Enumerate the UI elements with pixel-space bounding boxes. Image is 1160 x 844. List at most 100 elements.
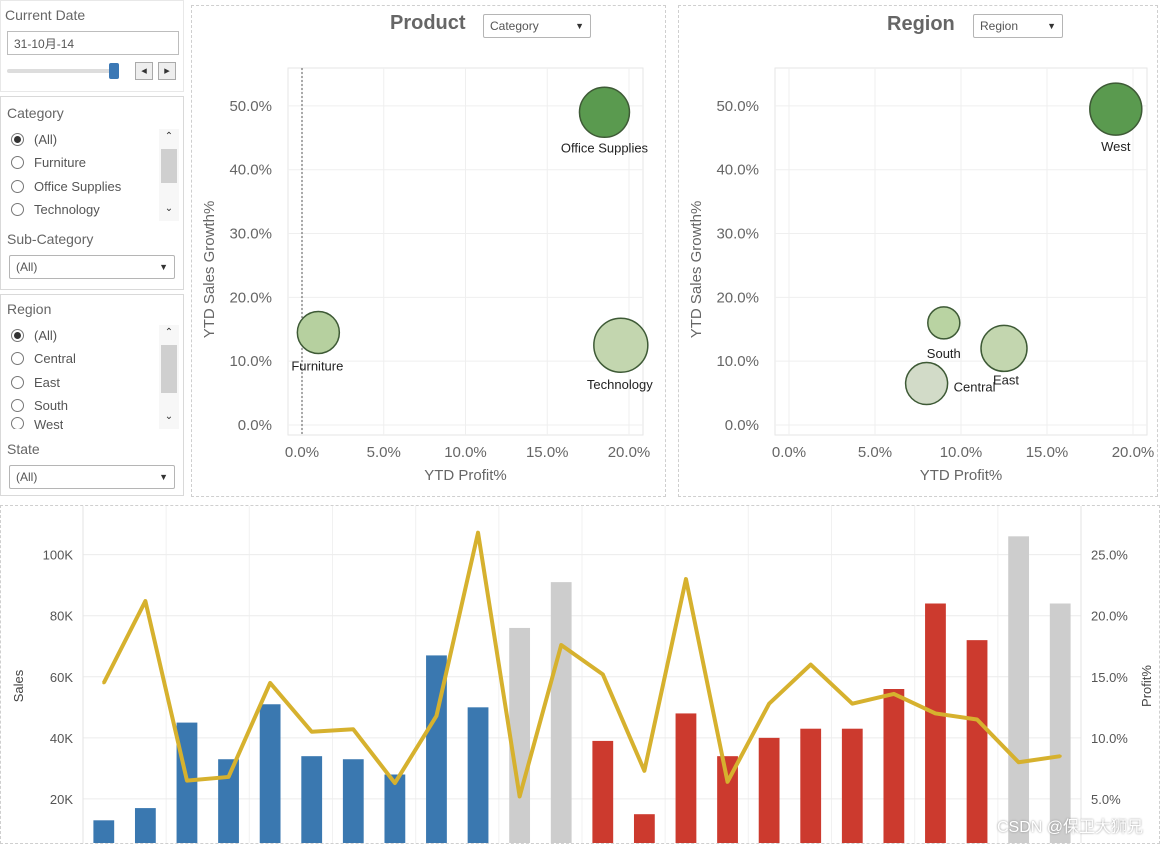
chevron-up-icon[interactable]: ⌃ — [164, 131, 174, 142]
sales-bar — [301, 756, 323, 843]
bubble-label: Technology — [587, 377, 653, 392]
option-label: (All) — [34, 327, 58, 343]
profit-point — [850, 702, 854, 706]
sales-bar — [717, 756, 738, 843]
sales-bar — [1008, 536, 1030, 843]
category-label: Category — [7, 105, 64, 121]
radio-selected-icon — [11, 328, 24, 342]
category-option-office-supplies[interactable]: Office Supplies — [11, 176, 121, 196]
option-label: Office Supplies — [34, 178, 122, 194]
chevron-right-icon: ▸ — [164, 65, 170, 77]
product-scatter-chart: 0.0% 5.0% 10.0% 15.0% 20.0% 0.0% 10.0% 20.0% 30.… — [201, 67, 653, 484]
profit-point — [726, 780, 730, 784]
category-scrollbar[interactable]: ⌃ ⌄ — [159, 129, 179, 221]
sales-bar — [509, 627, 531, 843]
current-date-input[interactable]: 31-10月-14 — [7, 31, 179, 55]
y-tick-label: 0.0% — [725, 417, 759, 434]
product-category-dropdown[interactable]: Category ▼ — [483, 14, 591, 38]
caret-down-icon: ▼ — [159, 262, 168, 272]
radio-icon — [11, 202, 24, 216]
region-scatter-chart: 0.0% 5.0% 10.0% 15.0% 20.0% 0.0% 10.0% 20.0% 30.… — [688, 67, 1155, 484]
profit-point — [102, 681, 106, 685]
region-option-central[interactable]: Central — [11, 348, 76, 368]
bubble-label: West — [1101, 139, 1131, 154]
current-date-label: Current Date — [5, 7, 86, 23]
radio-icon — [11, 179, 24, 193]
profit-line — [102, 530, 1061, 799]
chevron-left-icon: ◂ — [141, 65, 147, 77]
profit-point — [601, 672, 605, 676]
y-tick-label: 60K — [50, 670, 73, 685]
radio-icon — [11, 417, 24, 429]
x-tick-label: 0.0% — [772, 444, 806, 461]
profit-point — [975, 718, 979, 722]
sales-bar — [550, 582, 572, 843]
x-tick-label: 10.0% — [940, 444, 983, 461]
profit-point — [518, 794, 522, 798]
sales-bar — [218, 759, 239, 843]
sales-bar — [883, 689, 905, 843]
y-tick-label: 50.0% — [716, 98, 759, 115]
radio-icon — [11, 375, 24, 389]
radio-icon — [11, 155, 24, 169]
y-tick-label: 0.0% — [238, 417, 272, 434]
y2-tick-label: 20.0% — [1091, 609, 1128, 624]
date-slider-handle[interactable] — [109, 63, 119, 79]
profit-point — [476, 531, 480, 535]
y-axis-title: YTD Sales Growth% — [201, 201, 218, 339]
caret-down-icon: ▼ — [1047, 21, 1056, 31]
profit-point — [1058, 754, 1062, 758]
region-option-all[interactable]: (All) — [11, 325, 57, 345]
y-tick-label: 50.0% — [229, 98, 272, 115]
x-tick-label: 20.0% — [1112, 444, 1155, 461]
scroll-thumb[interactable] — [161, 149, 177, 183]
scroll-thumb[interactable] — [161, 345, 177, 393]
category-option-technology[interactable]: Technology — [11, 199, 100, 219]
region-label: Region — [7, 301, 52, 317]
profit-point — [310, 730, 314, 734]
region-filter: Region (All) Central East South West ⌃ ⌄… — [0, 294, 184, 496]
option-label: (All) — [34, 131, 58, 147]
category-option-all[interactable]: (All) — [11, 129, 57, 149]
region-option-east[interactable]: East — [11, 372, 60, 392]
chevron-down-icon[interactable]: ⌄ — [164, 203, 174, 214]
profit-point — [143, 599, 147, 603]
state-dropdown[interactable]: (All) ▼ — [9, 465, 175, 489]
category-filter: Category (All) Furniture Office Supplies… — [0, 96, 184, 290]
date-slider-track[interactable] — [7, 69, 119, 73]
sales-bar — [592, 740, 614, 843]
sales-bar — [467, 707, 489, 843]
y2-axis-title: Profit% — [1139, 665, 1154, 707]
profit-point — [227, 775, 231, 779]
profit-point — [351, 727, 355, 731]
sales-bar — [1049, 603, 1071, 843]
profit-point — [933, 711, 937, 715]
prev-date-button[interactable]: ◂ — [135, 62, 153, 80]
chevron-up-icon[interactable]: ⌃ — [164, 327, 174, 338]
sales-bar — [342, 759, 364, 843]
option-label: West — [34, 417, 64, 429]
sales-bar — [925, 603, 946, 843]
region-option-south[interactable]: South — [11, 395, 68, 415]
sales-bar — [758, 737, 780, 843]
y-tick-label: 20K — [50, 792, 73, 807]
product-title: Product — [390, 12, 466, 34]
y-tick-label: 10.0% — [716, 353, 759, 370]
sales-bar — [966, 640, 988, 843]
region-dropdown[interactable]: Region ▼ — [973, 14, 1063, 38]
profit-point — [434, 714, 438, 718]
next-date-button[interactable]: ▸ — [158, 62, 176, 80]
profit-point — [559, 643, 563, 647]
category-option-furniture[interactable]: Furniture — [11, 152, 86, 172]
region-option-west[interactable]: West — [11, 417, 63, 429]
option-label: South — [34, 397, 68, 413]
chevron-down-icon[interactable]: ⌄ — [164, 411, 174, 422]
bubble-technology — [593, 317, 649, 373]
y-axis-title: YTD Sales Growth% — [688, 201, 705, 339]
x-tick-label: 10.0% — [444, 444, 487, 461]
x-tick-label: 20.0% — [608, 444, 651, 461]
profit-point — [642, 769, 646, 773]
region-scrollbar[interactable]: ⌃ ⌄ — [159, 325, 179, 429]
bubble-south — [927, 306, 961, 340]
sub-category-dropdown[interactable]: (All) ▼ — [9, 255, 175, 279]
